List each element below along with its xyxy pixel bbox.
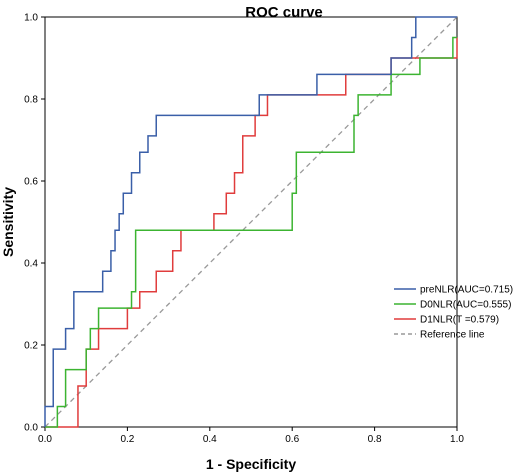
series-layer: [44, 16, 458, 428]
x-tick-label: 0.8: [368, 434, 382, 445]
legend-label: D0NLR(AUC=0.555): [420, 300, 511, 311]
y-tick-label: 0.0: [24, 423, 38, 434]
legend-label: Reference line: [420, 330, 485, 341]
y-tick-label: 0.8: [24, 95, 38, 106]
y-tick-label: 0.2: [24, 341, 38, 352]
y-tick-label: 1.0: [24, 13, 38, 24]
y-axis-title: Sensitivity: [0, 187, 16, 257]
x-tick-label: 1.0: [450, 434, 464, 445]
y-tick-label: 0.4: [24, 259, 38, 270]
series-line-reference: [44, 16, 458, 428]
x-tick-label: 0.0: [38, 434, 52, 445]
axis-ticks: 0.0 0.2 0.4 0.6 0.8 1.0 0.0 0.2 0.4 0.6 0.8 1.0: [24, 13, 464, 446]
legend-label: D1NLR(T =0.579): [420, 315, 499, 326]
legend-label: preNLR(AUC=0.715): [420, 285, 513, 296]
legend: preNLR(AUC=0.715) D0NLR(AUC=0.555) D1NLR(T…: [394, 285, 513, 341]
x-axis-title: 1 - Specificity: [206, 456, 296, 472]
x-tick-label: 0.2: [120, 434, 134, 445]
y-tick-label: 0.6: [24, 177, 38, 188]
x-tick-label: 0.4: [203, 434, 217, 445]
series-line-0: [44, 16, 457, 427]
x-tick-label: 0.6: [285, 434, 299, 445]
